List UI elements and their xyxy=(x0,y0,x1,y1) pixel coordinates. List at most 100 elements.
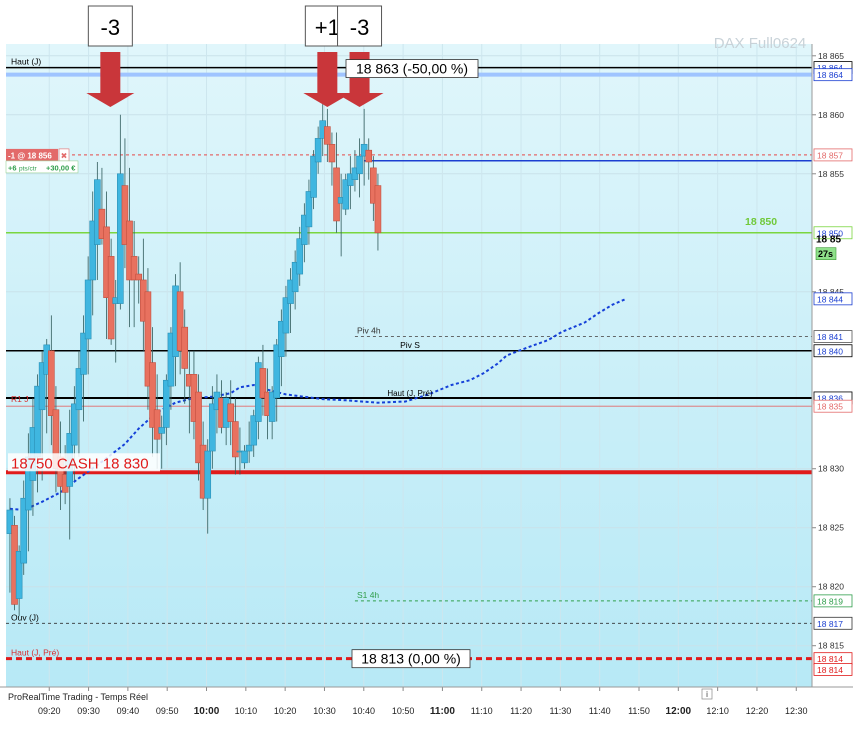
candle-body xyxy=(314,138,322,163)
candle-body xyxy=(310,155,317,198)
candle-body xyxy=(176,291,184,352)
y-tick-label: 18 845 xyxy=(818,287,844,297)
candle-body xyxy=(324,126,331,145)
level-label: 18 850 xyxy=(745,216,777,228)
close-icon[interactable]: ✖ xyxy=(61,151,68,160)
level-label: S1 4h xyxy=(357,590,379,600)
y-tick-label: 18 865 xyxy=(818,51,844,61)
candle-body xyxy=(167,332,175,387)
watermark: DAX Full0624 xyxy=(714,35,807,52)
price-badge xyxy=(813,68,853,82)
price-badge-label: 18 836 xyxy=(817,393,843,403)
arrow-shaft xyxy=(100,52,121,93)
candle-body xyxy=(365,149,373,163)
trade-label: +1 xyxy=(315,15,340,40)
candle-body xyxy=(232,421,239,458)
price-badge-label: 18 835 xyxy=(817,402,843,412)
candle-body xyxy=(48,350,55,416)
ma-badge xyxy=(813,292,853,306)
info-icon[interactable]: i xyxy=(706,690,708,699)
trade-label-box xyxy=(87,5,133,47)
x-tick-label: 12:00 xyxy=(666,706,692,717)
candle-body xyxy=(227,403,235,422)
countdown-badge xyxy=(815,247,837,260)
level-label: Haut (J) xyxy=(11,57,41,67)
pnl-box xyxy=(5,160,79,174)
candle-body xyxy=(181,326,189,369)
x-tick-label: 12:10 xyxy=(706,706,729,716)
candle-body xyxy=(75,368,83,411)
candle-body xyxy=(245,444,253,452)
price-badge-label: 18 840 xyxy=(817,346,843,356)
candle-body xyxy=(195,391,202,464)
candle-body xyxy=(333,167,340,222)
y-tick-label: 18 825 xyxy=(818,523,844,533)
candle-body xyxy=(328,143,336,163)
x-tick-label: 09:40 xyxy=(117,706,140,716)
x-tick-label: 11:00 xyxy=(430,706,455,717)
price-badge-label: 18 814 xyxy=(817,654,843,664)
x-tick-label: 09:50 xyxy=(156,706,179,716)
candle-body xyxy=(356,155,363,175)
high-callout-text: 18 863 (-50,00 %) xyxy=(356,61,468,77)
time-axis[interactable]: 09:20 09:30 09:40 09:50 10:00 10:10 10:20 10:30… xyxy=(0,686,853,717)
level-label: Piv 4h xyxy=(357,326,381,336)
price-badge xyxy=(813,148,853,162)
price-badge xyxy=(813,226,853,240)
candle-body xyxy=(250,415,258,446)
price-badge-label: 18 817 xyxy=(817,619,843,629)
price-badge-label: 18 841 xyxy=(817,332,843,342)
info-button[interactable] xyxy=(701,688,713,700)
pnl-points: +6 xyxy=(8,163,17,172)
level-label: Haut (J, Pré) xyxy=(387,389,433,398)
candle-body xyxy=(20,497,28,564)
candle-body xyxy=(71,403,78,446)
price-axis[interactable]: 18 865 18 860 18 855 18 845 18 830 18 825 18 8… xyxy=(811,44,853,687)
y-tick-label: 18 815 xyxy=(818,641,844,651)
level-label: Piv S xyxy=(400,340,420,350)
candle-body xyxy=(273,344,281,399)
arrow-shaft xyxy=(317,52,338,93)
candle-body xyxy=(278,320,285,357)
level-labels: Haut (J) 18 850 Piv 4h Piv S Haut (J, Pré) R1… xyxy=(11,57,777,658)
candle-body xyxy=(282,297,290,334)
x-tick-label: 10:30 xyxy=(313,706,336,716)
cash-label-bg xyxy=(8,453,160,472)
arrow-head xyxy=(303,93,352,107)
ma-badge-label: 18 844 xyxy=(817,294,843,304)
x-tick-label: 11:40 xyxy=(589,706,611,716)
candle-body xyxy=(296,238,304,275)
x-tick-label: 10:10 xyxy=(235,706,258,716)
high-callout-box xyxy=(345,59,479,78)
candle-body xyxy=(15,551,23,599)
candle-body xyxy=(84,279,92,340)
candle-body xyxy=(38,362,46,411)
y-tick-label: 18 855 xyxy=(818,169,844,179)
candle-body xyxy=(241,450,248,464)
price-badge-label: 18 857 xyxy=(817,150,843,160)
candle-body xyxy=(204,450,212,499)
x-tick-label: 12:20 xyxy=(746,706,769,716)
arrow-head xyxy=(335,93,384,107)
price-badge xyxy=(813,399,853,413)
position-label: -1 @ 18 856 xyxy=(8,151,52,160)
price-badge xyxy=(813,663,853,676)
y-tick-label: 18 820 xyxy=(818,582,844,592)
cash-label: 18750 CASH 18 830 xyxy=(11,455,149,472)
price-badge-label: 18 850 xyxy=(817,228,843,238)
position-box[interactable] xyxy=(6,148,58,161)
pnl-unit: pts/ctr xyxy=(19,165,38,172)
candle-body xyxy=(163,379,170,428)
low-callout-text: 18 813 (0,00 %) xyxy=(361,651,461,667)
price-badge-label: 18 864 xyxy=(817,63,843,73)
trade-label: -3 xyxy=(101,15,121,40)
candle-body xyxy=(126,220,133,281)
candle-body xyxy=(342,179,350,210)
y-tick-label: 18 830 xyxy=(818,464,844,474)
candle-body xyxy=(6,509,14,534)
overlays: 18750 CASH 18 830 18 863 (-50,00 %) 18 813… xyxy=(5,59,713,702)
level-label: Haut (J, Pré) xyxy=(11,648,59,658)
candle-body xyxy=(153,409,161,440)
